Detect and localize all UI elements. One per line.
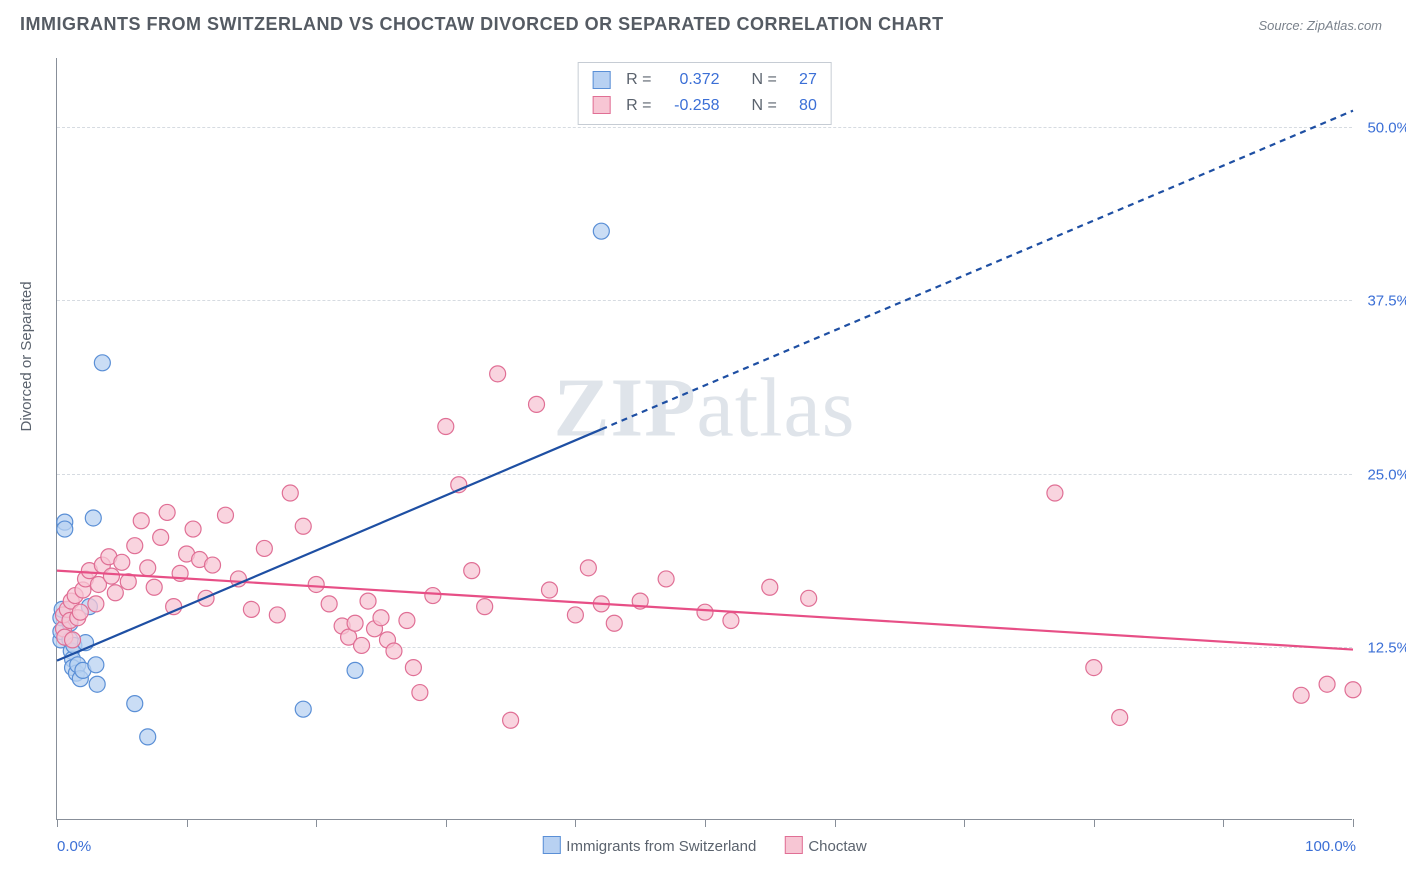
stats-row-b: R = -0.258 N = 80 xyxy=(592,93,817,119)
scatter-svg xyxy=(57,58,1352,819)
n-value-b: 80 xyxy=(787,93,817,119)
n-label-a: N = xyxy=(752,67,777,93)
y-axis-label: Divorced or Separated xyxy=(18,281,35,431)
legend-swatch-a xyxy=(542,836,560,854)
source-label: Source: ZipAtlas.com xyxy=(1258,18,1382,33)
stats-row-a: R = 0.372 N = 27 xyxy=(592,67,817,93)
xtick xyxy=(964,819,965,827)
chart-title: IMMIGRANTS FROM SWITZERLAND VS CHOCTAW D… xyxy=(20,14,944,35)
xtick xyxy=(316,819,317,827)
legend-item-b: Choctaw xyxy=(784,836,866,855)
legend-label-b: Choctaw xyxy=(808,838,866,855)
swatch-series-b xyxy=(592,96,610,114)
chart-plot-area: ZIPatlas 12.5%25.0%37.5%50.0% R = 0.372 … xyxy=(56,58,1352,820)
xtick xyxy=(446,819,447,827)
legend-item-a: Immigrants from Switzerland xyxy=(542,836,756,855)
xtick xyxy=(1353,819,1354,827)
xtick xyxy=(575,819,576,827)
r-label-b: R = xyxy=(626,93,651,119)
r-label-a: R = xyxy=(626,67,651,93)
n-value-a: 27 xyxy=(787,67,817,93)
ytick-label: 25.0% xyxy=(1360,466,1406,483)
ytick-label: 12.5% xyxy=(1360,639,1406,656)
xtick xyxy=(57,819,58,827)
r-value-b: -0.258 xyxy=(662,93,720,119)
xtick xyxy=(705,819,706,827)
swatch-series-a xyxy=(592,71,610,89)
legend-label-a: Immigrants from Switzerland xyxy=(566,838,756,855)
xtick xyxy=(1223,819,1224,827)
x-axis-max-label: 100.0% xyxy=(1305,838,1356,855)
ytick-label: 37.5% xyxy=(1360,293,1406,310)
xtick xyxy=(187,819,188,827)
x-axis-min-label: 0.0% xyxy=(57,838,91,855)
r-value-a: 0.372 xyxy=(662,67,720,93)
correlation-stats-box: R = 0.372 N = 27 R = -0.258 N = 80 xyxy=(577,62,832,125)
n-label-b: N = xyxy=(752,93,777,119)
bottom-legend: Immigrants from Switzerland Choctaw xyxy=(542,836,866,855)
xtick xyxy=(835,819,836,827)
xtick xyxy=(1094,819,1095,827)
legend-swatch-b xyxy=(784,836,802,854)
ytick-label: 50.0% xyxy=(1360,120,1406,137)
